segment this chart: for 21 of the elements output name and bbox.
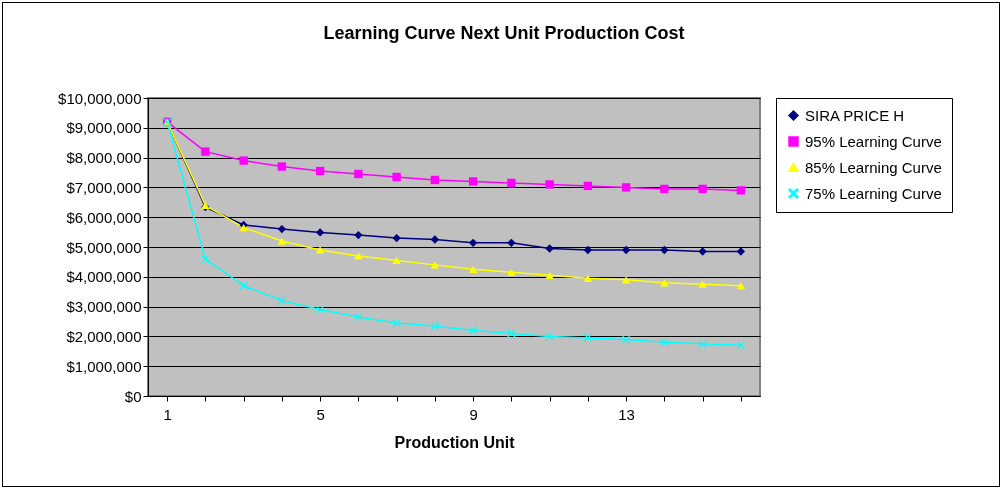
x-tick-label: 13 (618, 405, 635, 423)
y-tick-label: $8,000,000 (66, 149, 142, 167)
y-tick-label: $9,000,000 (66, 119, 142, 137)
legend-label: 75% Learning Curve (805, 184, 942, 202)
x-tick-label: 1 (163, 405, 172, 423)
legend-label: 95% Learning Curve (805, 132, 942, 150)
y-tick-label: $7,000,000 (66, 178, 142, 196)
y-tick-label: $4,000,000 (66, 268, 142, 286)
chart-title: Learning Curve Next Unit Production Cost (323, 23, 685, 43)
y-tick-label: $1,000,000 (66, 357, 142, 375)
legend-label: 85% Learning Curve (805, 158, 942, 176)
y-tick-label: $3,000,000 (66, 298, 142, 316)
y-tick-label: $5,000,000 (66, 238, 142, 256)
x-axis-title: Production Unit (394, 433, 516, 451)
x-tick-label: 5 (316, 405, 325, 423)
y-tick-label: $2,000,000 (66, 327, 142, 345)
y-tick-label: $10,000,000 (58, 89, 142, 107)
legend-label: SIRA PRICE H (805, 106, 905, 124)
y-tick-label: $6,000,000 (66, 208, 142, 226)
y-tick-label: $0 (124, 387, 142, 405)
x-tick-label: 9 (469, 405, 478, 423)
